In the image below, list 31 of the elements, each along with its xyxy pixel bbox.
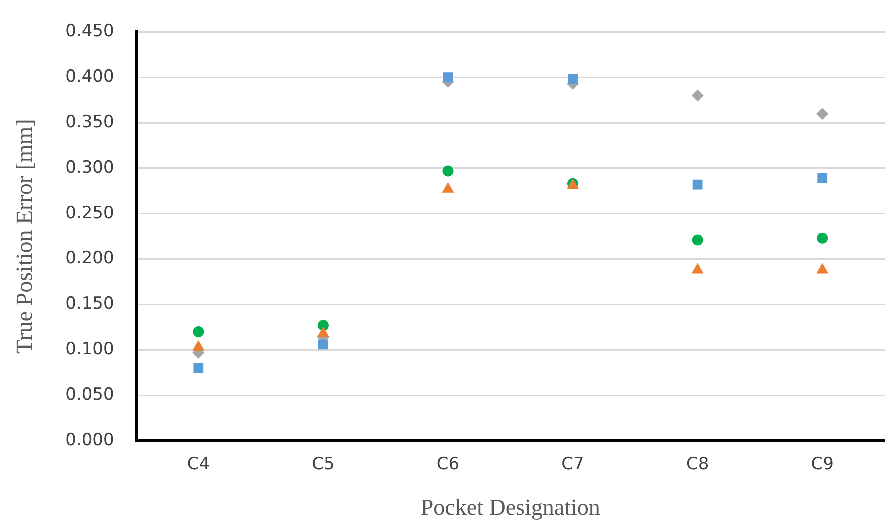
point (816, 108, 829, 120)
point (568, 74, 578, 84)
point (818, 174, 828, 184)
point (692, 90, 704, 102)
point (692, 234, 704, 246)
y-tick-label: 0.150 (66, 294, 114, 314)
y-tick-label: 0.000 (66, 430, 114, 450)
point (193, 326, 204, 338)
point (318, 340, 328, 350)
x-axis-title: Pocket Designation (420, 495, 601, 520)
x-tick-label: C5 (312, 454, 335, 475)
point (318, 320, 329, 332)
point (442, 166, 454, 177)
y-axis-title: True Position Error [mm] (12, 119, 37, 354)
point (443, 72, 454, 83)
x-tick-label: C4 (187, 454, 210, 475)
x-tick-label: C8 (686, 454, 710, 475)
y-tick-label: 0.250 (66, 203, 114, 224)
x-tick-label: C6 (436, 454, 460, 475)
y-tick-label: 0.200 (66, 248, 114, 269)
y-tick-label: 0.350 (66, 112, 114, 132)
y-tick-label: 0.300 (66, 158, 114, 178)
y-tick-label: 0.450 (66, 22, 114, 42)
x-tick-label: C9 (811, 454, 834, 475)
y-tick-label: 0.100 (66, 340, 114, 360)
x-tick-label: C7 (562, 454, 584, 475)
y-tick-label: 0.400 (66, 67, 114, 88)
y-tick-label: 0.050 (66, 385, 114, 405)
point (194, 363, 204, 374)
point (692, 180, 703, 190)
point (817, 232, 828, 244)
